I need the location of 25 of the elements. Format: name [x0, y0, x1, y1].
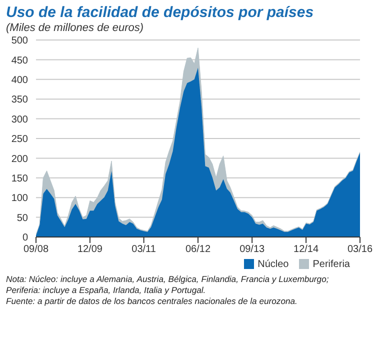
x-tick-label: 03/16: [347, 244, 373, 256]
x-tick-label: 12/14: [294, 244, 319, 256]
x-tick-label: 03/11: [132, 244, 156, 256]
y-tick-label: 100: [11, 193, 28, 204]
x-tick-label: 06/12: [185, 244, 211, 256]
y-tick-label: 50: [16, 212, 28, 224]
y-tick-label: 300: [11, 114, 28, 126]
x-tick-label: 12/09: [77, 244, 103, 256]
text: Periferia: incluye a España, Irlanda, Italia y Portugal.: [6, 285, 207, 296]
source-note: Fuente: a partir de datos de los bancos centrales nacionales de la eurozona.: [6, 296, 298, 307]
legend-label: Periferia: [312, 259, 350, 270]
y-tick-label: 450: [11, 55, 28, 66]
y-tick-label: 350: [11, 94, 28, 106]
y-tick-label: 200: [11, 154, 28, 165]
y-tick-label: 0: [22, 232, 28, 244]
chart-subtitle: (Miles de millones de euros): [6, 22, 145, 34]
text: Nota: Núcleo: incluye a Alemania, Austria, Bélgica, Finlandia, Francia y Luxemburgo;: [6, 274, 330, 285]
x-tick-label: 09/08: [23, 244, 49, 256]
y-tick-label: 400: [11, 74, 28, 86]
legend-label: Núcleo: [258, 259, 289, 270]
y-tick-label: 250: [11, 134, 28, 146]
chart-title: Uso de la facilidad de depósitos por países: [6, 4, 315, 21]
y-tick-label: 150: [11, 173, 28, 184]
y-tick-label: 500: [11, 36, 28, 47]
x-tick-label: 09/13: [240, 244, 266, 256]
